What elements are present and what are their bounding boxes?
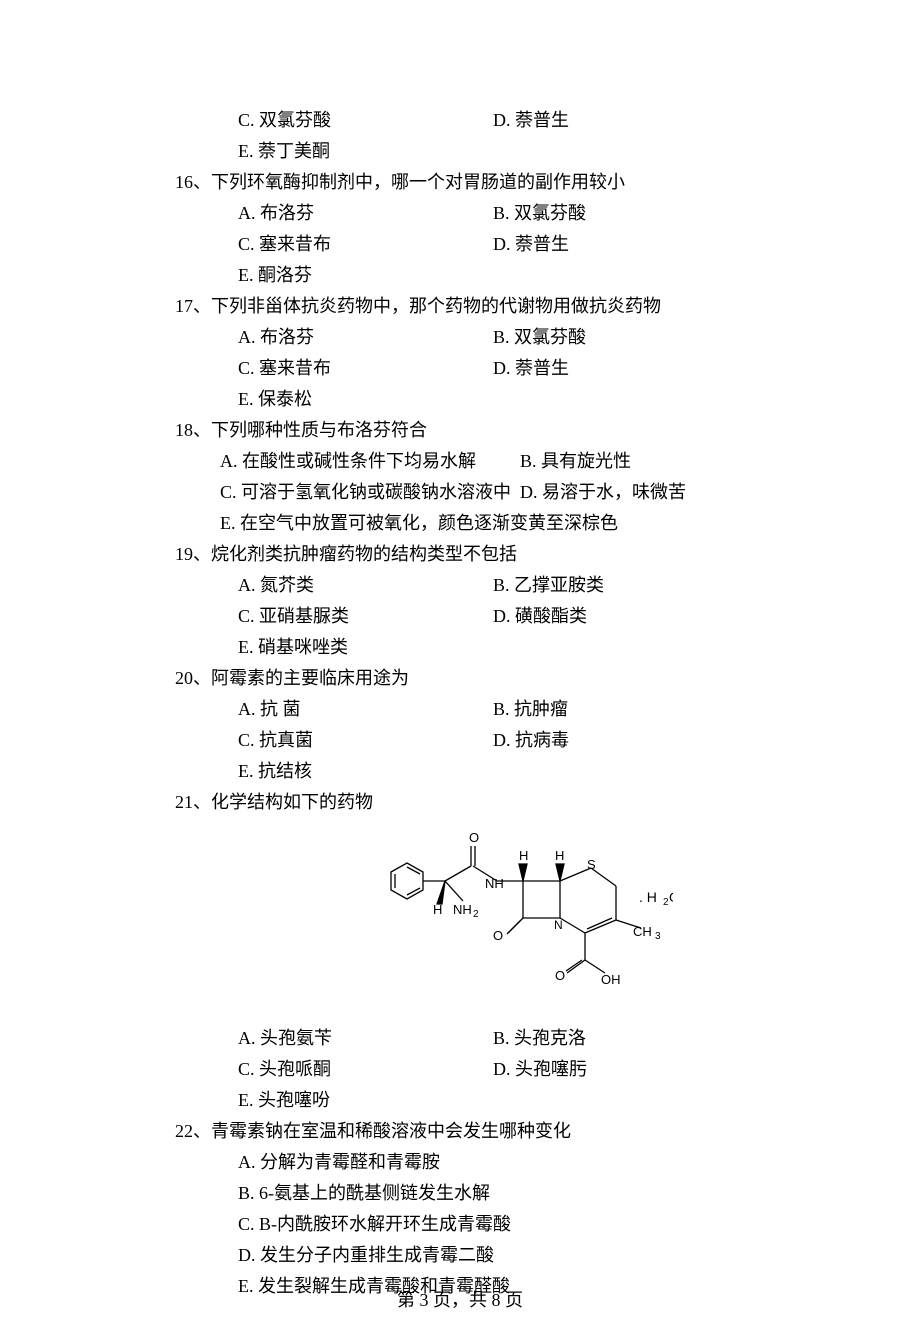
q19-stem: 19、烷化剂类抗肿瘤药物的结构类型不包括 bbox=[175, 539, 825, 570]
q16-option-d: D. 萘普生 bbox=[493, 229, 825, 260]
q17-option-c: C. 塞来昔布 bbox=[238, 353, 493, 384]
q21-molecule: O NH H NH2 H H S O CH3 O OH . H2O N bbox=[210, 828, 825, 1013]
q21-stem: 21、化学结构如下的药物 bbox=[175, 787, 825, 818]
svg-text:2: 2 bbox=[473, 909, 479, 920]
q20-stem: 20、阿霉素的主要临床用途为 bbox=[175, 663, 825, 694]
q16-option-b: B. 双氯芬酸 bbox=[493, 198, 825, 229]
q17-option-a: A. 布洛芬 bbox=[238, 322, 493, 353]
cephalexin-structure-icon: O NH H NH2 H H S O CH3 O OH . H2O N bbox=[363, 828, 673, 1008]
q16-option-a: A. 布洛芬 bbox=[238, 198, 493, 229]
q15-option-e: E. 萘丁美酮 bbox=[238, 136, 493, 167]
q18-option-d: D. 易溶于水，味微苦 bbox=[520, 477, 686, 508]
q16-stem: 16、下列环氧酶抑制剂中，哪一个对胃肠道的副作用较小 bbox=[175, 167, 825, 198]
q18-option-b: B. 具有旋光性 bbox=[520, 446, 631, 477]
svg-text:O: O bbox=[469, 830, 479, 845]
svg-text:H: H bbox=[433, 902, 442, 917]
svg-text:H: H bbox=[555, 848, 564, 863]
svg-text:NH: NH bbox=[485, 876, 504, 891]
q17-options: A. 布洛芬 B. 双氯芬酸 C. 塞来昔布 D. 萘普生 E. 保泰松 bbox=[238, 322, 825, 415]
q15-options-continued: C. 双氯芬酸 D. 萘普生 E. 萘丁美酮 bbox=[238, 105, 825, 167]
q21-option-e: E. 头孢噻吩 bbox=[238, 1085, 493, 1116]
q20-option-c: C. 抗真菌 bbox=[238, 725, 493, 756]
q21-option-b: B. 头孢克洛 bbox=[493, 1023, 825, 1054]
q21-option-c: C. 头孢哌酮 bbox=[238, 1054, 493, 1085]
q20-options: A. 抗 菌 B. 抗肿瘤 C. 抗真菌 D. 抗病毒 E. 抗结核 bbox=[238, 694, 825, 787]
q17-option-b: B. 双氯芬酸 bbox=[493, 322, 825, 353]
q22-option-b: B. 6-氨基上的酰基侧链发生水解 bbox=[238, 1178, 825, 1209]
q22-options: A. 分解为青霉醛和青霉胺 B. 6-氨基上的酰基侧链发生水解 C. Β-内酰胺… bbox=[238, 1147, 825, 1302]
q20-option-d: D. 抗病毒 bbox=[493, 725, 825, 756]
q22-option-a: A. 分解为青霉醛和青霉胺 bbox=[238, 1147, 825, 1178]
q21-option-d: D. 头孢噻肟 bbox=[493, 1054, 825, 1085]
q16-options: A. 布洛芬 B. 双氯芬酸 C. 塞来昔布 D. 萘普生 E. 酮洛芬 bbox=[238, 198, 825, 291]
svg-text:OH: OH bbox=[601, 972, 621, 987]
svg-text:3: 3 bbox=[655, 931, 661, 942]
q19-option-c: C. 亚硝基脲类 bbox=[238, 601, 493, 632]
q20-option-e: E. 抗结核 bbox=[238, 756, 493, 787]
q19-options: A. 氮芥类 B. 乙撑亚胺类 C. 亚硝基脲类 D. 磺酸酯类 E. 硝基咪唑… bbox=[238, 570, 825, 663]
q19-option-d: D. 磺酸酯类 bbox=[493, 601, 825, 632]
svg-text:. H: . H bbox=[639, 889, 657, 905]
q16-option-c: C. 塞来昔布 bbox=[238, 229, 493, 260]
q18-options: A. 在酸性或碱性条件下均易水解 B. 具有旋光性 C. 可溶于氢氧化钠或碳酸钠… bbox=[220, 446, 825, 539]
q17-stem: 17、下列非甾体抗炎药物中，那个药物的代谢物用做抗炎药物 bbox=[175, 291, 825, 322]
svg-text:NH: NH bbox=[453, 902, 472, 917]
q20-option-b: B. 抗肿瘤 bbox=[493, 694, 825, 725]
q17-option-e: E. 保泰松 bbox=[238, 384, 493, 415]
q19-option-e: E. 硝基咪唑类 bbox=[238, 632, 493, 663]
svg-text:CH: CH bbox=[633, 924, 652, 939]
q17-option-d: D. 萘普生 bbox=[493, 353, 825, 384]
q21-option-a: A. 头孢氨苄 bbox=[238, 1023, 493, 1054]
q19-option-a: A. 氮芥类 bbox=[238, 570, 493, 601]
svg-text:O: O bbox=[669, 889, 673, 905]
q18-option-c: C. 可溶于氢氧化钠或碳酸钠水溶液中 bbox=[220, 477, 520, 508]
document-page: C. 双氯芬酸 D. 萘普生 E. 萘丁美酮 16、下列环氧酶抑制剂中，哪一个对… bbox=[0, 0, 920, 1332]
svg-text:O: O bbox=[493, 928, 503, 943]
q22-stem: 22、青霉素钠在室温和稀酸溶液中会发生哪种变化 bbox=[175, 1116, 825, 1147]
q20-option-a: A. 抗 菌 bbox=[238, 694, 493, 725]
page-footer: 第 3 页，共 8 页 bbox=[0, 1286, 920, 1312]
q16-option-e: E. 酮洛芬 bbox=[238, 260, 493, 291]
q15-option-c: C. 双氯芬酸 bbox=[238, 105, 493, 136]
q18-stem: 18、下列哪种性质与布洛芬符合 bbox=[175, 415, 825, 446]
svg-text:N: N bbox=[554, 918, 563, 932]
q22-option-d: D. 发生分子内重排生成青霉二酸 bbox=[238, 1240, 825, 1271]
q18-option-e: E. 在空气中放置可被氧化，颜色逐渐变黄至深棕色 bbox=[220, 508, 618, 539]
q15-option-d: D. 萘普生 bbox=[493, 105, 825, 136]
svg-text:O: O bbox=[555, 968, 565, 983]
q18-option-a: A. 在酸性或碱性条件下均易水解 bbox=[220, 446, 520, 477]
svg-text:S: S bbox=[587, 857, 596, 872]
q22-option-c: C. Β-内酰胺环水解开环生成青霉酸 bbox=[238, 1209, 825, 1240]
svg-text:H: H bbox=[519, 848, 528, 863]
q21-options: A. 头孢氨苄 B. 头孢克洛 C. 头孢哌酮 D. 头孢噻肟 E. 头孢噻吩 bbox=[238, 1023, 825, 1116]
q19-option-b: B. 乙撑亚胺类 bbox=[493, 570, 825, 601]
